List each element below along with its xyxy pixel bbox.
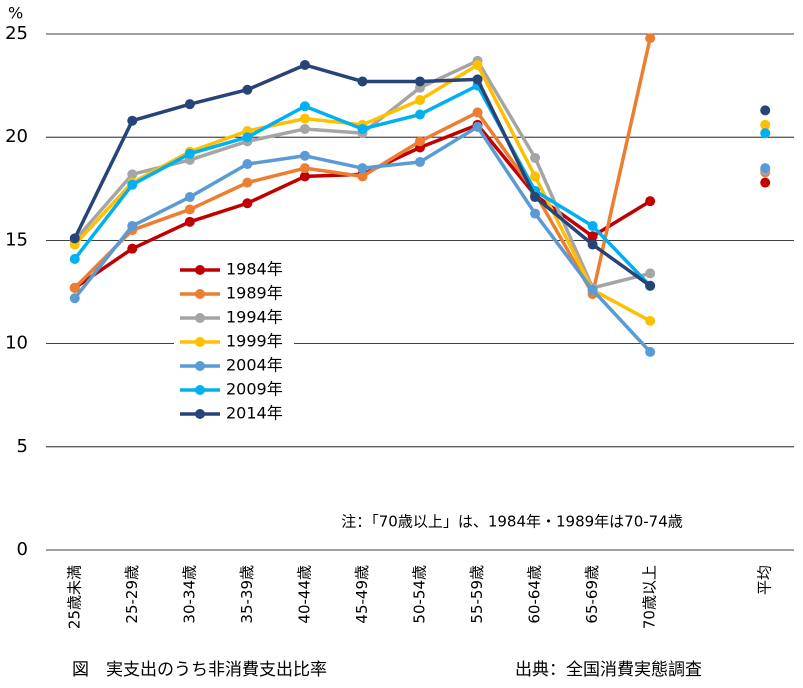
- x-tick-label: 60-64歳: [526, 565, 544, 624]
- x-tick-label: 45-49歳: [353, 565, 371, 624]
- caption: 図 実支出のうち非消費支出比率: [72, 660, 327, 680]
- data-point: [530, 192, 541, 203]
- legend-label: 1994年: [226, 308, 283, 327]
- data-point: [299, 171, 310, 182]
- legend-marker: [195, 337, 205, 347]
- data-point: [472, 74, 483, 85]
- data-point: [69, 233, 80, 244]
- legend-label: 1989年: [226, 284, 283, 303]
- data-point: [645, 346, 656, 357]
- data-point: [645, 315, 656, 326]
- data-point: [760, 163, 771, 174]
- data-point: [299, 113, 310, 124]
- data-point: [645, 268, 656, 279]
- data-point: [415, 156, 425, 167]
- data-point: [357, 163, 368, 174]
- data-point: [242, 177, 253, 188]
- data-point: [472, 107, 483, 118]
- data-point: [127, 243, 138, 254]
- legend-marker: [195, 409, 205, 419]
- x-tick-label: 65-69歳: [583, 565, 601, 624]
- data-point: [760, 177, 771, 188]
- data-point: [299, 101, 310, 112]
- data-point: [242, 159, 253, 170]
- data-point: [472, 121, 483, 132]
- data-point: [645, 196, 656, 207]
- data-point: [415, 109, 425, 120]
- data-point: [587, 231, 598, 242]
- data-point: [184, 192, 195, 203]
- legend-marker: [195, 361, 205, 371]
- series-line: [75, 61, 765, 288]
- legend-marker: [195, 313, 205, 323]
- data-point: [299, 59, 310, 70]
- data-point: [127, 115, 138, 126]
- y-tick-label: 5: [17, 436, 28, 457]
- x-tick-label: 30-34歳: [180, 565, 198, 624]
- legend-marker: [195, 265, 205, 275]
- data-point: [184, 204, 195, 215]
- legend-marker: [195, 289, 205, 299]
- data-point: [530, 171, 541, 182]
- data-point: [184, 148, 195, 159]
- x-tick-label: 平均: [756, 565, 774, 595]
- data-point: [415, 95, 425, 106]
- legend-label: 1984年: [226, 260, 283, 279]
- data-point: [69, 293, 80, 304]
- data-point: [760, 119, 771, 130]
- data-point: [357, 76, 368, 87]
- data-point: [299, 150, 310, 161]
- data-point: [760, 105, 771, 116]
- data-point: [184, 99, 195, 110]
- data-point: [645, 33, 656, 44]
- data-point: [242, 132, 253, 143]
- data-point: [415, 136, 425, 147]
- legend-label: 2014年: [226, 404, 283, 423]
- data-point: [69, 253, 80, 264]
- annotation: 注：「70歳以上」は、1984年・1989年は70-74歳: [341, 513, 683, 531]
- data-point: [127, 179, 138, 190]
- data-point: [357, 123, 368, 134]
- y-tick-label: 20: [5, 126, 28, 147]
- data-point: [587, 284, 598, 295]
- data-point: [127, 220, 138, 231]
- x-tick-label: 25-29歳: [123, 565, 141, 624]
- data-point: [760, 128, 771, 139]
- data-point: [587, 220, 598, 231]
- y-tick-label: 25: [5, 23, 28, 44]
- legend-label: 2004年: [226, 356, 283, 375]
- data-point: [69, 282, 80, 293]
- source: 出典：全国消費実態調査: [515, 660, 702, 680]
- data-point: [127, 169, 138, 180]
- y-unit: %: [8, 4, 23, 23]
- data-point: [299, 123, 310, 134]
- x-tick-label: 35-39歳: [238, 565, 256, 624]
- data-point: [299, 163, 310, 174]
- data-point: [357, 171, 368, 182]
- x-tick-label: 70歳以上: [641, 565, 659, 629]
- data-point: [242, 198, 253, 209]
- legend-label: 1999年: [226, 332, 283, 351]
- data-point: [530, 208, 541, 219]
- data-point: [530, 152, 541, 163]
- data-point: [472, 59, 483, 70]
- y-tick-label: 0: [17, 539, 28, 560]
- y-tick-label: 10: [5, 333, 28, 354]
- x-tick-label: 25歳未満: [65, 565, 83, 629]
- data-point: [184, 216, 195, 227]
- legend-label: 2009年: [226, 380, 283, 399]
- data-point: [415, 76, 425, 87]
- data-point: [645, 280, 656, 291]
- data-point: [242, 84, 253, 95]
- y-tick-label: 15: [5, 229, 28, 250]
- x-tick-label: 40-44歳: [295, 565, 313, 624]
- data-point: [587, 239, 598, 250]
- x-tick-label: 50-54歳: [411, 565, 429, 624]
- legend-marker: [195, 385, 205, 395]
- x-tick-label: 55-59歳: [468, 565, 486, 624]
